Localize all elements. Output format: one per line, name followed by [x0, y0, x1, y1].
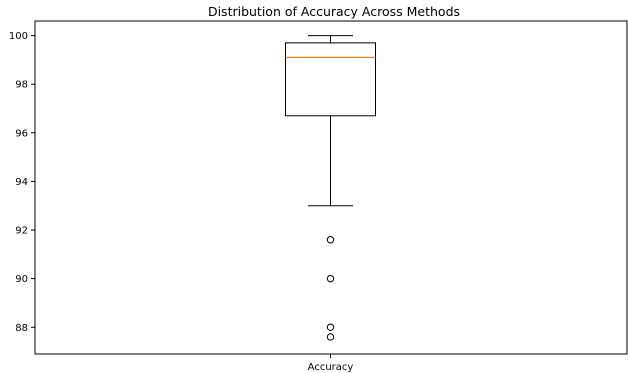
y-tick-label: 92 — [15, 226, 28, 237]
interquartile-box — [285, 42, 376, 117]
outlier-point — [326, 236, 335, 244]
y-tick-label: 88 — [15, 323, 28, 334]
x-axis: Accuracy — [308, 354, 354, 373]
outlier-point — [326, 333, 335, 341]
y-axis: 88 90 92 94 96 98 100 — [9, 31, 35, 334]
y-tick-label: 96 — [15, 128, 28, 139]
outlier-point — [326, 323, 335, 331]
y-tick-label: 94 — [15, 177, 28, 188]
chart-title: Distribution of Accuracy Across Methods — [208, 4, 460, 19]
y-tick-label: 100 — [9, 31, 28, 42]
y-tick-label: 98 — [15, 80, 28, 91]
y-tick-label: 90 — [15, 274, 28, 285]
outlier-point — [326, 274, 335, 283]
x-tick-label: Accuracy — [308, 362, 354, 373]
box-plot-series — [285, 35, 376, 341]
